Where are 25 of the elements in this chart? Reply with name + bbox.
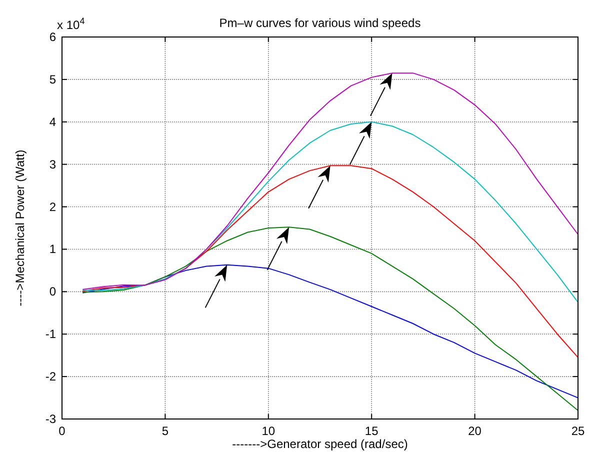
line-series [82, 165, 578, 358]
y-tick-label: 1 [49, 242, 56, 256]
y-tick-label: -1 [45, 327, 56, 342]
y-tick-label: 5 [49, 72, 56, 86]
y-tick-label: -3 [45, 412, 56, 426]
line-series [82, 121, 578, 303]
y-tick-label: -2 [45, 370, 56, 384]
x-tick-label: 20 [468, 424, 482, 438]
x-tick-label: 10 [262, 424, 276, 438]
y-tick-label: 6 [49, 30, 56, 44]
y-tick-label: 2 [49, 200, 56, 214]
y-tick-label: 0 [49, 284, 56, 299]
x-tick-label: 5 [162, 424, 169, 438]
x-tick-label: 25 [571, 424, 585, 438]
y-axis-title: ---->Mechanical Power (Watt) [13, 150, 27, 306]
x-tick-label: 15 [364, 424, 379, 438]
x-tick-label: 0 [58, 424, 66, 438]
line-series [82, 72, 578, 290]
line-series [82, 226, 578, 412]
x-axis-title: ------->Generator speed (rad/sec) [232, 437, 408, 451]
line-series [82, 264, 578, 398]
y-tick-label: 3 [49, 157, 56, 172]
text: x 10$^{4}$ [57, 16, 85, 32]
chart-title: Pm–w curves for various wind speeds [219, 16, 421, 30]
y-tick-label: 4 [49, 114, 56, 129]
